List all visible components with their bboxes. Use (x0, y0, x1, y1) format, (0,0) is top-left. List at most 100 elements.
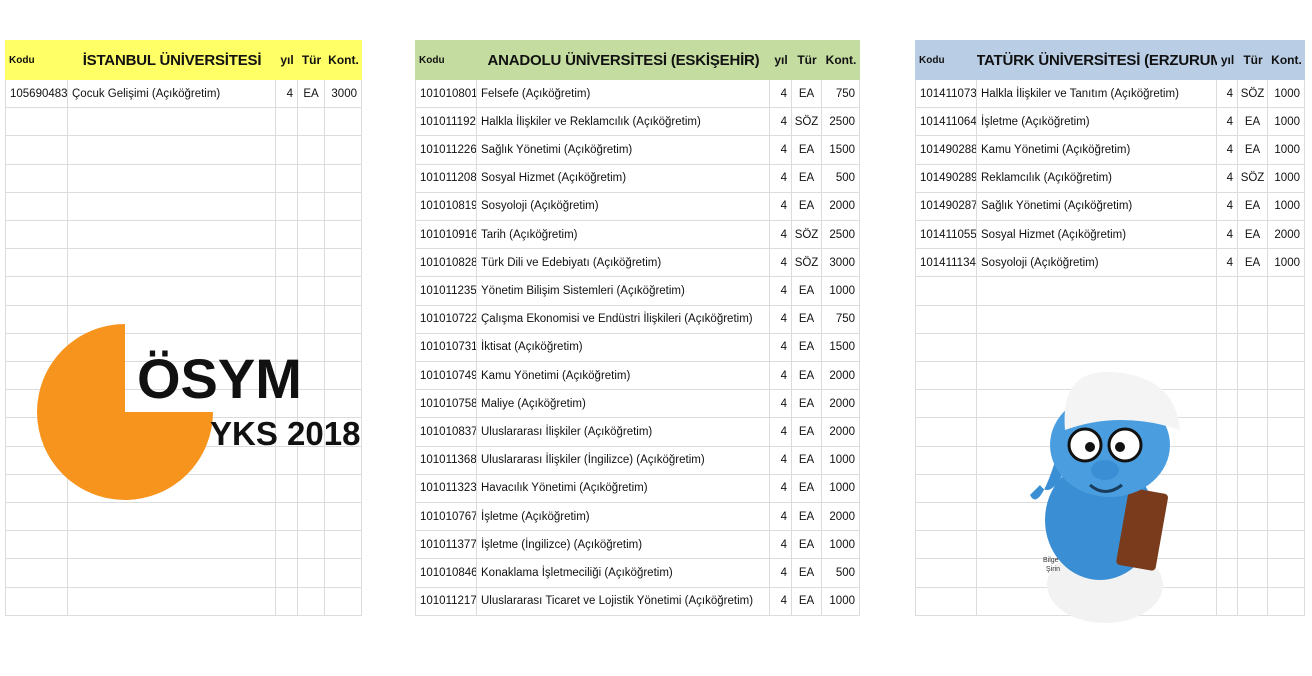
table-cell (298, 559, 325, 588)
table-cell (1268, 362, 1305, 391)
table-cell (1268, 333, 1305, 362)
table-cell (298, 446, 325, 475)
table-cell: 101010758 (415, 390, 477, 419)
table-cell: 4 (770, 587, 792, 616)
header-cell: Tür (797, 53, 817, 67)
table-cell: 101010846 (415, 559, 477, 588)
table-cell: 4 (1217, 221, 1238, 250)
table-cell (915, 277, 977, 306)
table-cell: EA (1238, 192, 1268, 221)
table-cell: 500 (822, 164, 860, 193)
table-cell: Tarih (Açıköğretim) (477, 221, 770, 250)
table-cell (68, 277, 276, 306)
table-cell (276, 108, 298, 137)
table-cell: 4 (1217, 164, 1238, 193)
header-cell: Tür (301, 53, 322, 67)
table-cell (276, 192, 298, 221)
table-cell (325, 390, 362, 419)
table-cell (1238, 333, 1268, 362)
header-cell: Kodu (419, 54, 445, 66)
table-cell: Havacılık Yönetimi (Açıköğretim) (477, 474, 770, 503)
table-cell: 1000 (822, 587, 860, 616)
table-cell: Yönetim Bilişim Sistemleri (Açıköğretim) (477, 277, 770, 306)
table-cell (1217, 390, 1238, 419)
table-cell (5, 277, 68, 306)
table-cell (276, 221, 298, 250)
table-cell (298, 164, 325, 193)
table-cell: Sosyoloji (Açıköğretim) (477, 192, 770, 221)
table-cell: 4 (770, 305, 792, 334)
table-cell (325, 503, 362, 532)
table-cell (325, 249, 362, 278)
table-cell (1268, 418, 1305, 447)
table-cell (276, 474, 298, 503)
table-cell: 101010916 (415, 221, 477, 250)
table-cell (298, 333, 325, 362)
table-cell (276, 446, 298, 475)
table-cell: 101011226 (415, 136, 477, 165)
table-cell: İktisat (Açıköğretim) (477, 333, 770, 362)
table-cell: 101010837 (415, 418, 477, 447)
table-cell (915, 362, 977, 391)
table-cell: SÖZ (1238, 80, 1268, 109)
table-cell: Reklamcılık (Açıköğretim) (977, 164, 1217, 193)
table-cell (68, 362, 276, 391)
table-cell: EA (792, 474, 822, 503)
table-cell (276, 587, 298, 616)
table-cell (977, 333, 1217, 362)
table-cell: Konaklama İşletmeciliği (Açıköğretim) (477, 559, 770, 588)
table-cell (915, 587, 977, 616)
table-cell (915, 559, 977, 588)
table-cell (298, 418, 325, 447)
table-cell: 101011235 (415, 277, 477, 306)
table-cell: EA (792, 587, 822, 616)
table-cell: 1000 (1268, 108, 1305, 137)
table-cell (5, 446, 68, 475)
table-cell (1217, 446, 1238, 475)
table-cell (68, 333, 276, 362)
table-cell (1268, 531, 1305, 560)
table-cell: SÖZ (1238, 164, 1268, 193)
table-cell: İşletme (Açıköğretim) (477, 503, 770, 532)
table-cell: EA (1238, 108, 1268, 137)
table-cell: Sosyal Hizmet (Açıköğretim) (977, 221, 1217, 250)
table-cell (276, 418, 298, 447)
table-cell (276, 390, 298, 419)
table-cell: 4 (276, 80, 298, 109)
table-cell: 4 (770, 80, 792, 109)
table-cell: EA (1238, 221, 1268, 250)
header-cell: ATATÜRK ÜNİVERSİTESİ (ERZURUM) (977, 51, 1217, 69)
table-cell (276, 531, 298, 560)
table-cell (68, 446, 276, 475)
table-cell (5, 164, 68, 193)
table-cell (915, 333, 977, 362)
table-cell (276, 305, 298, 334)
header-cell: ANADOLU ÜNİVERSİTESİ (ESKİŞEHİR) (487, 51, 760, 69)
table-cell: 1000 (1268, 249, 1305, 278)
table-cell: 101011368 (415, 446, 477, 475)
table-cell: EA (1238, 136, 1268, 165)
header-cell: yıl (1220, 53, 1235, 67)
table-cell (1217, 587, 1238, 616)
table-cell (325, 531, 362, 560)
header-bg (915, 40, 1305, 80)
table-cell: 2500 (822, 221, 860, 250)
table-cell (68, 192, 276, 221)
table-cell (298, 362, 325, 391)
table-cell: 2000 (822, 192, 860, 221)
table-cell: 1000 (1268, 136, 1305, 165)
table-cell: 1000 (1268, 80, 1305, 109)
table-cell: 101010722 (415, 305, 477, 334)
table-cell (68, 559, 276, 588)
table-cell: Kamu Yönetimi (Açıköğretim) (477, 362, 770, 391)
table-cell: 750 (822, 80, 860, 109)
table-cell (298, 531, 325, 560)
table-cell (915, 305, 977, 334)
table-cell (915, 418, 977, 447)
table-cell (977, 474, 1217, 503)
table-cell: Halkla İlişkiler ve Reklamcılık (Açıköğr… (477, 108, 770, 137)
table-cell: 101411134 (915, 249, 977, 278)
table-cell (68, 136, 276, 165)
table-cell: 4 (770, 531, 792, 560)
table-cell: EA (792, 164, 822, 193)
